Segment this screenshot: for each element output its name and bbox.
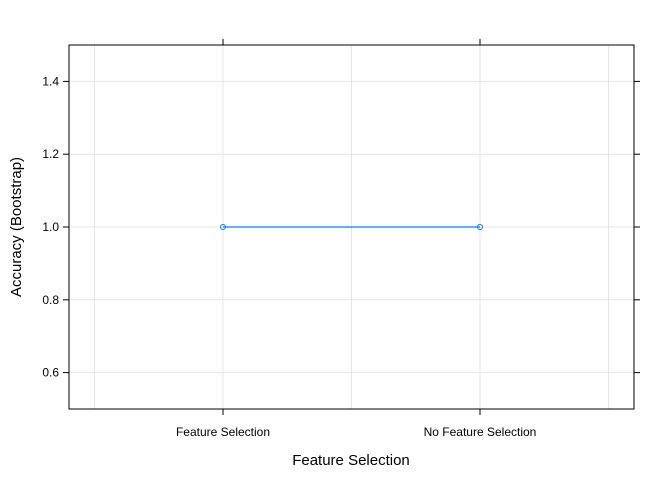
x-tick-label: Feature Selection (176, 425, 270, 439)
y-tick-label: 0.6 (42, 366, 59, 380)
grid (69, 45, 634, 409)
data-point (477, 224, 483, 230)
y-tick-label: 0.8 (42, 293, 59, 307)
y-tick-label: 1.2 (42, 147, 59, 161)
data-point (220, 224, 226, 230)
y-tick-label: 1.0 (42, 220, 59, 234)
y-tick-label: 1.4 (42, 74, 59, 88)
y-axis-title: Accuracy (Bootstrap) (8, 157, 25, 297)
x-axis-title: Feature Selection (292, 452, 410, 469)
axis-ticks: 0.6 0.8 1.0 1.2 1.4 Feature Selection No Featu… (42, 39, 640, 439)
data-layer (220, 224, 483, 230)
x-tick-label: No Feature Selection (424, 425, 537, 439)
